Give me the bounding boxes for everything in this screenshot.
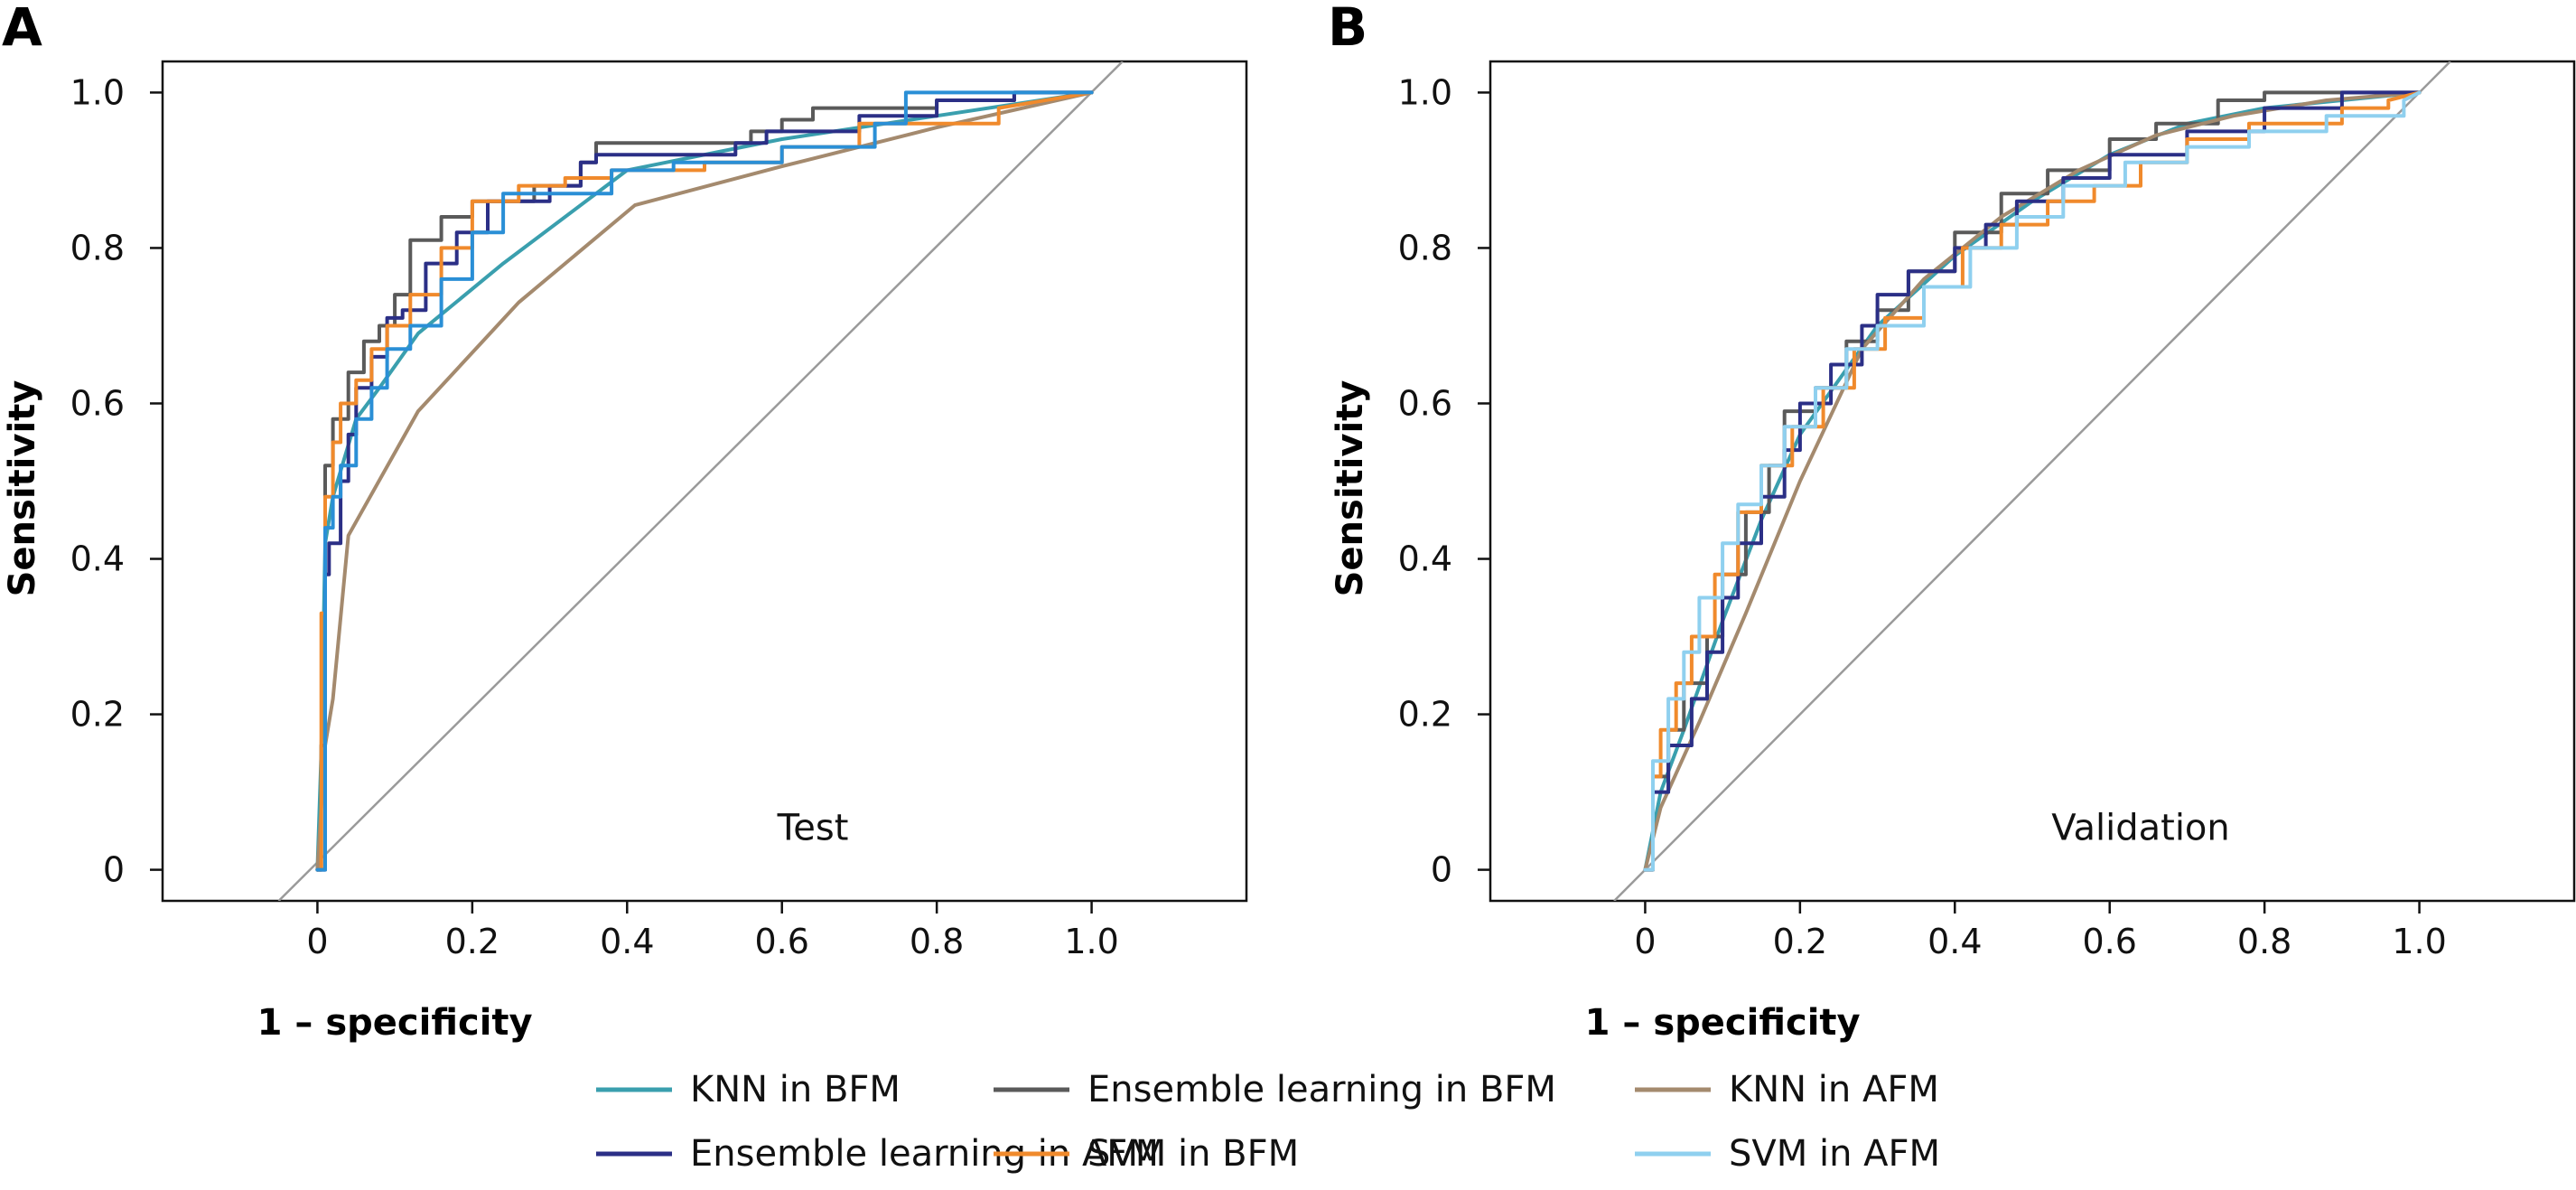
y-axis-title: Sensitivity [1330, 380, 1371, 597]
y-tick-label: 0.8 [1398, 228, 1452, 267]
y-tick-label: 0.6 [70, 383, 125, 423]
x-tick-label: 0.6 [2082, 922, 2136, 961]
reference-diagonal [1613, 61, 2451, 901]
legend-item-svm-in-bfm: SVM in BFM [994, 1133, 1299, 1175]
plot-frame [1489, 60, 2576, 903]
chart-panel-b: B 0 0.2 0.4 0.6 0.8 1.0 0 0.2 0.4 0.6 0.8 1.0 1 – spe… [1328, 0, 2576, 1044]
series-group [315, 90, 1094, 872]
series-line-svm-in-afm [315, 90, 1094, 872]
x-tick-label: 0.4 [1927, 922, 1982, 961]
x-tick-label: 0.8 [2237, 922, 2291, 961]
x-tick-label: 0.2 [1773, 922, 1827, 961]
x-tick-label: 0 [306, 922, 328, 961]
x-tick-label: 0.6 [754, 922, 808, 961]
y-tick-label: 1.0 [1398, 72, 1452, 112]
legend-label: KNN in BFM [690, 1069, 901, 1110]
reference-diagonal [277, 61, 1124, 901]
y-tick-label: 0.2 [1398, 695, 1452, 735]
legend-item-knn-in-afm: KNN in AFM [1635, 1069, 1939, 1110]
panel-label: A [2, 0, 42, 58]
legend-label: Ensemble learning in BFM [1087, 1069, 1556, 1110]
y-tick-label: 0.2 [70, 695, 125, 735]
x-tick-label: 0.8 [910, 922, 964, 961]
legend-item-svm-in-afm: SVM in AFM [1635, 1133, 1940, 1175]
x-tick-label: 0 [1634, 922, 1656, 961]
x-tick-label: 0.4 [600, 922, 654, 961]
legend: KNN in BFM Ensemble learning in BFM KNN in… [596, 1069, 1940, 1175]
legend-item-ensemble-learning-in-afm: Ensemble learning in AFM [596, 1133, 1159, 1175]
legend-label: Ensemble learning in AFM [690, 1133, 1159, 1175]
chart-panel-a: A 0 0.2 0.4 0.6 0.8 1.0 0 0.2 0.4 0.6 0.8 1.0 1 – spe… [2, 0, 1248, 1044]
y-tick-label: 0.4 [1398, 539, 1452, 579]
panel-annotation: Test [777, 808, 849, 849]
plot-frame [161, 60, 1248, 903]
legend-item-knn-in-bfm: KNN in BFM [596, 1069, 901, 1110]
series-line-ensemble-learning-in-bfm [315, 90, 1094, 872]
x-tick-label: 1.0 [1064, 922, 1118, 961]
series-group [1643, 90, 2422, 872]
panel-label: B [1328, 0, 1367, 58]
x-axis-title: 1 – specificity [257, 1002, 533, 1044]
series-line-ensemble-learning-in-afm [1643, 90, 2422, 872]
legend-label: SVM in BFM [1087, 1133, 1299, 1175]
y-axis-title: Sensitivity [2, 380, 43, 597]
y-tick-label: 0 [1431, 850, 1452, 890]
legend-label: SVM in AFM [1729, 1133, 1940, 1175]
x-axis-title: 1 – specificity [1585, 1002, 1861, 1044]
panel-annotation: Validation [2051, 808, 2230, 849]
x-tick-label: 1.0 [2392, 922, 2446, 961]
y-tick-label: 0.6 [1398, 383, 1452, 423]
series-line-svm-in-bfm [1643, 90, 2422, 872]
series-line-svm-in-afm [1643, 90, 2422, 872]
y-tick-label: 0.8 [70, 228, 125, 267]
x-tick-label: 0.2 [445, 922, 499, 961]
legend-item-ensemble-learning-in-bfm: Ensemble learning in BFM [994, 1069, 1556, 1110]
series-line-knn-in-afm [1643, 90, 2422, 872]
y-tick-label: 1.0 [70, 72, 125, 112]
y-tick-label: 0.4 [70, 539, 125, 579]
y-tick-label: 0 [103, 850, 125, 890]
legend-label: KNN in AFM [1729, 1069, 1939, 1110]
